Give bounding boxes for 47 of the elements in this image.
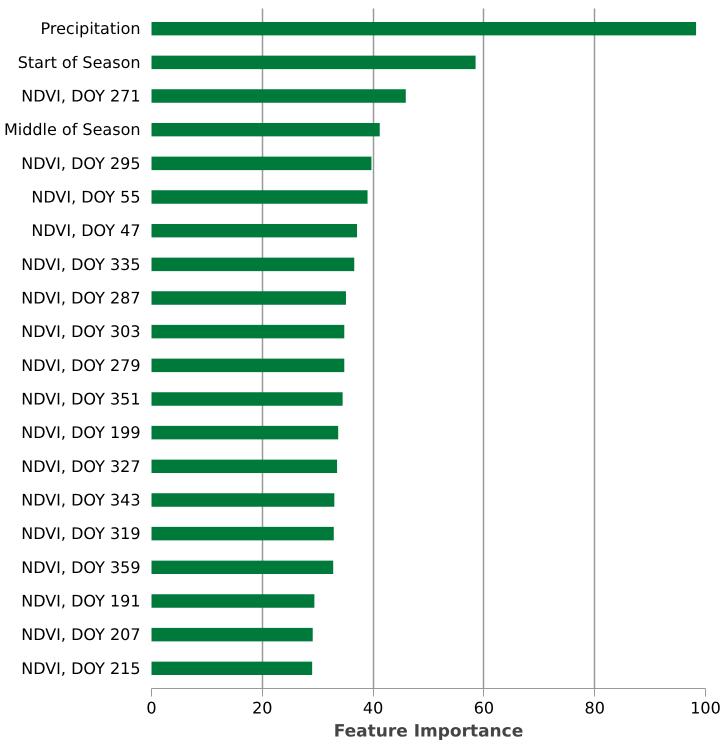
x-tick-label: 40 xyxy=(362,698,384,718)
y-tick-label: NDVI, DOY 327 xyxy=(21,456,140,476)
x-axis-title: Feature Importance xyxy=(334,722,524,742)
y-tick-label: NDVI, DOY 343 xyxy=(21,490,140,510)
y-tick-label: NDVI, DOY 287 xyxy=(21,288,140,308)
x-tick-label: 0 xyxy=(146,698,157,718)
bar xyxy=(152,426,338,440)
bar xyxy=(152,56,476,70)
y-tick-label: NDVI, DOY 359 xyxy=(21,558,140,577)
y-tick-label: NDVI, DOY 207 xyxy=(21,625,140,644)
bar xyxy=(152,258,354,272)
bar xyxy=(152,392,343,406)
bar xyxy=(152,224,358,238)
bar xyxy=(152,493,334,507)
y-tick-label: NDVI, DOY 303 xyxy=(21,322,140,342)
bar xyxy=(152,560,334,574)
x-tick-label: 100 xyxy=(690,698,721,718)
y-tick-label: NDVI, DOY 47 xyxy=(31,221,141,240)
bar xyxy=(152,526,334,540)
y-tick-label: NDVI, DOY 215 xyxy=(21,658,140,678)
bar xyxy=(152,358,344,372)
bar xyxy=(152,662,312,676)
y-tick-label: NDVI, DOY 199 xyxy=(21,423,140,442)
bar xyxy=(152,291,346,305)
y-tick-label: NDVI, DOY 191 xyxy=(21,591,140,610)
y-tick-label: NDVI, DOY 335 xyxy=(21,254,140,274)
x-tick-label: 20 xyxy=(252,698,272,718)
y-tick-label: NDVI, DOY 279 xyxy=(21,356,140,375)
y-tick-label: Start of Season xyxy=(18,52,140,72)
bar xyxy=(152,594,314,608)
y-tick-label: NDVI, DOY 271 xyxy=(21,86,140,106)
bar xyxy=(152,190,368,204)
bar xyxy=(152,460,338,474)
y-tick-label: NDVI, DOY 351 xyxy=(21,389,140,408)
bar xyxy=(152,89,406,103)
bar xyxy=(152,628,313,642)
bar xyxy=(152,22,696,36)
bar xyxy=(152,156,372,170)
x-tick-label: 60 xyxy=(474,698,494,718)
y-tick-label: Precipitation xyxy=(40,19,141,38)
y-tick-label: NDVI, DOY 319 xyxy=(21,524,140,544)
bar xyxy=(152,122,380,136)
y-tick-label: NDVI, DOY 295 xyxy=(21,154,140,173)
y-tick-label: NDVI, DOY 55 xyxy=(31,188,141,207)
bar xyxy=(152,324,344,338)
x-tick-label: 80 xyxy=(584,698,605,718)
y-tick-label: Middle of Season xyxy=(4,120,140,140)
